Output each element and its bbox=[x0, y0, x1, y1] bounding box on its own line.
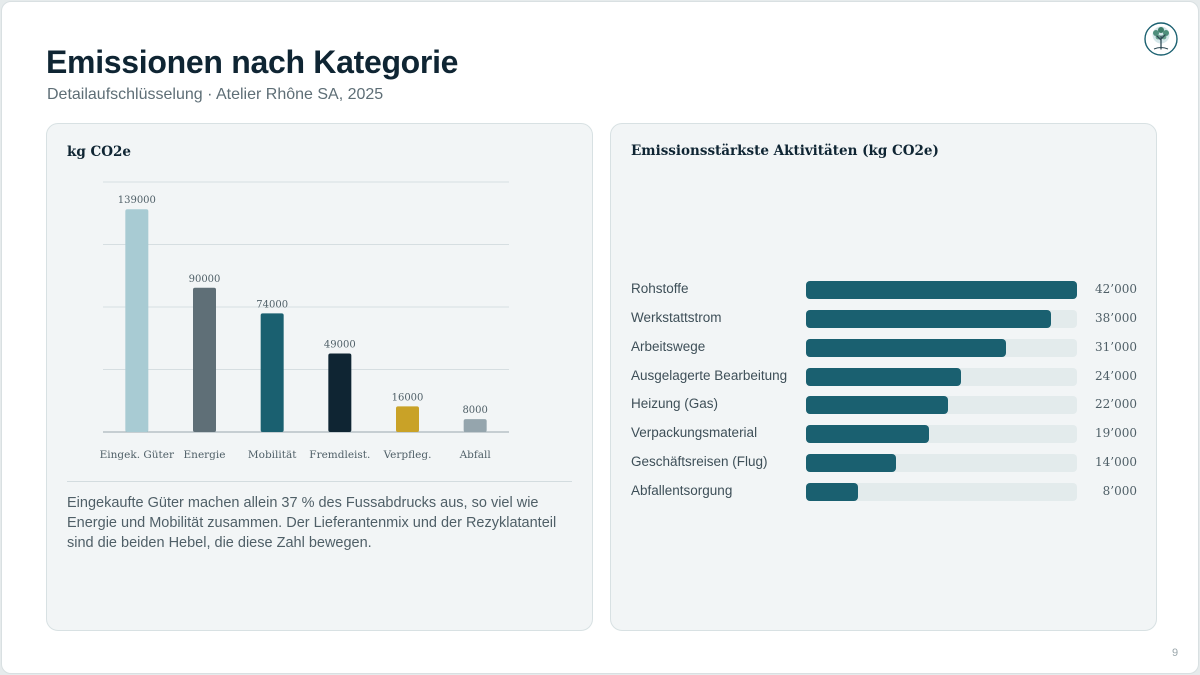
activity-bar bbox=[806, 454, 897, 473]
activities-chart-panel: Emissionsstärkste Aktivitäten (kg CO2e) … bbox=[610, 123, 1157, 631]
activity-row: Rohstoffe 42’000 bbox=[631, 280, 1141, 300]
category-tick-label: Verpfleg. bbox=[383, 449, 432, 461]
page-subtitle: Detailaufschlüsselung · Atelier Rhône SA… bbox=[47, 86, 384, 103]
category-tick-label: Fremdleist. bbox=[309, 449, 370, 461]
activity-bar bbox=[806, 338, 1007, 357]
tree-icon bbox=[1144, 22, 1178, 56]
activity-value-label: 24’000 bbox=[1095, 368, 1137, 383]
activity-bar-track bbox=[806, 281, 1077, 299]
category-tick-label: Abfall bbox=[459, 449, 492, 461]
activity-bar bbox=[806, 309, 1052, 328]
bar bbox=[260, 313, 284, 432]
hbar-chart-title: Emissionsstärkste Aktivitäten (kg CO2e) bbox=[631, 143, 939, 159]
activity-label: Heizung (Gas) bbox=[631, 396, 719, 412]
page-title: Emissionen nach Kategorie bbox=[46, 44, 459, 80]
activity-label: Arbeitswege bbox=[631, 338, 706, 354]
bar bbox=[193, 287, 216, 432]
category-tick-label: Energie bbox=[184, 449, 226, 461]
activity-value-label: 42’000 bbox=[1095, 282, 1137, 296]
activity-bar bbox=[806, 396, 948, 415]
activity-label: Geschäftsreisen (Flug) bbox=[631, 454, 768, 470]
activity-bar-track bbox=[806, 454, 1077, 473]
activity-bar bbox=[806, 281, 1077, 299]
activity-value-label: 14’000 bbox=[1095, 455, 1137, 470]
category-chart-panel: kg CO2e 139000 Eingek. Güter 90000 Energie 7… bbox=[46, 123, 593, 631]
bar-value-label: 90000 bbox=[189, 274, 221, 285]
activity-row: Arbeitswege 31’000 bbox=[631, 338, 1141, 358]
activity-bar-track bbox=[806, 367, 1077, 386]
bar-value-label: 16000 bbox=[392, 392, 424, 403]
activity-value-label: 38’000 bbox=[1095, 310, 1137, 325]
panel-divider bbox=[67, 481, 572, 482]
activity-bar-track bbox=[806, 396, 1077, 415]
activity-label: Rohstoffe bbox=[631, 281, 689, 296]
activity-row: Werkstattstrom 38’000 bbox=[631, 309, 1141, 329]
activity-label: Verpackungsmaterial bbox=[631, 425, 758, 441]
category-tick-label: Eingek. Güter bbox=[100, 449, 175, 461]
category-tick-label: Mobilität bbox=[248, 449, 297, 461]
activity-bar-track bbox=[806, 338, 1077, 357]
activity-bar-track bbox=[806, 309, 1077, 328]
activity-row: Geschäftsreisen (Flug) 14’000 bbox=[631, 453, 1141, 473]
activity-label: Abfallentsorgung bbox=[631, 482, 733, 498]
category-bar-chart: 139000 Eingek. Güter 90000 Energie 74000 Mobi… bbox=[100, 181, 509, 461]
bar-value-label: 74000 bbox=[256, 299, 288, 310]
activity-value-label: 19’000 bbox=[1095, 426, 1137, 441]
activity-bar-track bbox=[806, 425, 1077, 444]
bar-value-label: 8000 bbox=[462, 405, 487, 416]
bar bbox=[328, 353, 352, 432]
chart-commentary: Eingekaufte Güter machen allein 37 % des… bbox=[67, 495, 557, 551]
activity-bar bbox=[806, 482, 858, 501]
bar-chart-title: kg CO2e bbox=[67, 144, 131, 160]
bar-value-label: 139000 bbox=[118, 195, 156, 206]
page-number: 9 bbox=[1172, 647, 1179, 659]
activity-row: Ausgelagerte Bearbeitung 24’000 bbox=[631, 367, 1141, 387]
activity-value-label: 31’000 bbox=[1095, 339, 1137, 354]
activity-bar-track bbox=[806, 482, 1077, 501]
bar bbox=[125, 209, 149, 432]
activity-row: Abfallentsorgung 8’000 bbox=[631, 482, 1141, 502]
activity-bar bbox=[806, 367, 961, 386]
activity-label: Werkstattstrom bbox=[631, 309, 722, 325]
activity-value-label: 8’000 bbox=[1102, 483, 1137, 498]
activity-row: Heizung (Gas) 22’000 bbox=[631, 395, 1141, 415]
bar-value-label: 49000 bbox=[324, 339, 356, 350]
activity-row: Verpackungsmaterial 19’000 bbox=[631, 424, 1141, 444]
activity-value-label: 22’000 bbox=[1095, 397, 1137, 412]
activity-bar bbox=[806, 425, 929, 444]
activity-label: Ausgelagerte Bearbeitung bbox=[631, 367, 788, 383]
bar bbox=[463, 419, 487, 432]
bar bbox=[396, 406, 419, 432]
